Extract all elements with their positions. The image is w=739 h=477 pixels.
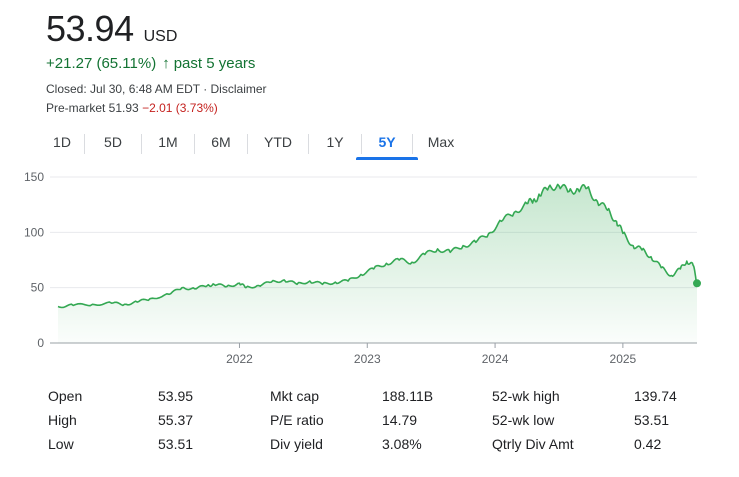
stat-52-wk-high: 52-wk high 139.74: [492, 388, 708, 412]
x-tick-label: 2022: [226, 352, 253, 366]
stat-label: Open: [48, 388, 83, 404]
stat-52-wk-low: 52-wk low 53.51: [492, 412, 708, 436]
current-price: 53.94: [46, 8, 134, 49]
stat-div-yield: Div yield 3.08%: [270, 436, 492, 460]
currency-label: USD: [143, 28, 178, 45]
change-amount: +21.27 (65.11%): [46, 55, 157, 72]
y-tick-label: 100: [24, 225, 44, 239]
stat-value: 3.08%: [382, 436, 422, 452]
tab-divider: [412, 134, 413, 154]
stat-label: Div yield: [270, 436, 323, 452]
y-tick-label: 0: [37, 336, 44, 350]
stat-value: 53.51: [158, 436, 194, 452]
tab-divider: [361, 134, 362, 154]
stat-label: P/E ratio: [270, 412, 324, 428]
stat-label: Mkt cap: [270, 388, 320, 404]
x-tick-label: 2025: [610, 352, 637, 366]
premarket-change: −2.01 (3.73%): [142, 101, 218, 115]
stat-value: 53.51: [634, 412, 670, 428]
tab-divider: [194, 134, 195, 154]
change-period: past 5 years: [173, 55, 256, 72]
stats-row: Low 53.51 Div yield 3.08% Qtrly Div Amt 0.42: [48, 436, 708, 460]
stat-open: Open 53.95: [48, 388, 270, 412]
tab-5y[interactable]: 5Y: [356, 130, 418, 160]
stat-label: Low: [48, 436, 74, 452]
price-change: +21.27 (65.11%) ↑ past 5 years: [46, 55, 255, 72]
stat-label: Qtrly Div Amt: [492, 436, 574, 452]
time-range-tabs: 1D 5D 1M 6M YTD 1Y 5Y Max: [40, 130, 469, 160]
tab-divider: [247, 134, 248, 154]
stat-value: 139.74: [634, 388, 677, 404]
tab-divider: [308, 134, 309, 154]
chart-area-fill: [58, 184, 697, 343]
stat-qtrly-div-amt: Qtrly Div Amt 0.42: [492, 436, 708, 460]
price-header: 53.94 USD: [46, 8, 177, 50]
stats-row: Open 53.95 Mkt cap 188.11B 52-wk high 139.74: [48, 388, 708, 412]
stat-label: High: [48, 412, 77, 428]
tab-max[interactable]: Max: [427, 134, 455, 150]
premarket-price: Pre-market 51.93: [46, 101, 139, 115]
stat-label: 52-wk low: [492, 412, 555, 428]
price-line: [57, 183, 698, 309]
tab-5d[interactable]: 5D: [104, 134, 122, 150]
stat-high: High 55.37: [48, 412, 270, 436]
stats-table: Open 53.95 Mkt cap 188.11B 52-wk high 139.74 H…: [48, 388, 708, 460]
stat-p-e-ratio: P/E ratio 14.79: [270, 412, 492, 436]
x-tick-label: 2024: [482, 352, 509, 366]
premarket-info: Pre-market 51.93 −2.01 (3.73%): [46, 101, 218, 115]
stat-value: 188.11B: [382, 388, 434, 404]
market-status: Closed: Jul 30, 6:48 AM EDT · Disclaimer: [46, 82, 267, 96]
tab-divider: [84, 134, 85, 154]
stat-value: 0.42: [634, 436, 662, 452]
arrow-up-icon: ↑: [162, 55, 170, 72]
stat-label: 52-wk high: [492, 388, 560, 404]
stat-value: 53.95: [158, 388, 194, 404]
x-tick-label: 2023: [354, 352, 381, 366]
tab-1m[interactable]: 1M: [158, 134, 178, 150]
stat-value: 14.79: [382, 412, 418, 428]
y-tick-label: 150: [24, 170, 44, 184]
stat-mkt-cap: Mkt cap 188.11B: [270, 388, 492, 412]
stat-low: Low 53.51: [48, 436, 270, 460]
price-chart: 0 50 100 150 2022 2023 2024 2025: [24, 170, 701, 366]
tab-6m[interactable]: 6M: [211, 134, 231, 150]
last-price-dot: [693, 279, 701, 288]
y-tick-label: 50: [31, 281, 45, 295]
stats-row: High 55.37 P/E ratio 14.79 52-wk low 53.51: [48, 412, 708, 436]
tab-divider: [141, 134, 142, 154]
tab-ytd[interactable]: YTD: [264, 134, 292, 150]
tab-1d[interactable]: 1D: [53, 134, 71, 150]
tab-1y[interactable]: 1Y: [326, 134, 344, 150]
stat-value: 55.37: [158, 412, 194, 428]
